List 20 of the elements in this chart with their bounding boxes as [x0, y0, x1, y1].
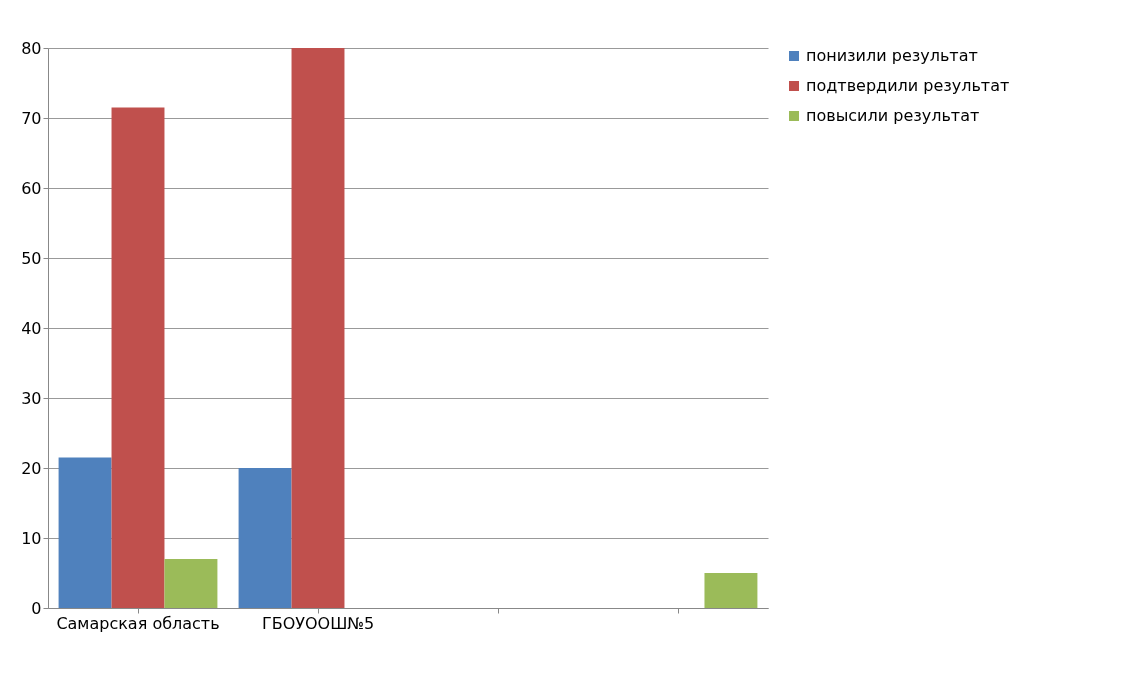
y-tick-label: 10 [21, 528, 42, 548]
bar [291, 48, 345, 608]
y-tick-label: 20 [21, 458, 42, 478]
y-tick-label: 40 [21, 318, 42, 338]
bar [704, 573, 758, 608]
legend-label: подтвердили результат [806, 76, 1010, 95]
x-tick-label: ГБОУООШ№5 [261, 613, 375, 633]
bar [58, 457, 112, 608]
x-tick-label: Самарская область [56, 613, 220, 633]
bar [164, 559, 218, 608]
y-tick-label: 30 [21, 388, 42, 408]
y-tick-label: 60 [21, 178, 42, 198]
y-tick-label: 50 [21, 248, 42, 268]
y-tick-label: 80 [21, 38, 42, 58]
legend-label: понизили результат [806, 46, 978, 65]
y-tick-label: 70 [21, 108, 42, 128]
legend-label: повысили результат [806, 106, 980, 125]
y-tick-label: 0 [31, 598, 42, 618]
bar [238, 468, 292, 608]
bar [111, 107, 165, 608]
